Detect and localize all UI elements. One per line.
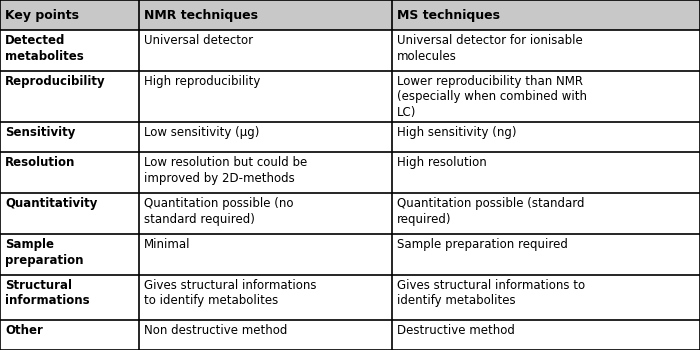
Bar [392, 71, 700, 122]
Bar [392, 122, 700, 153]
Bar [139, 71, 392, 122]
Text: High reproducibility: High reproducibility [144, 75, 260, 88]
Text: Low sensitivity (μg): Low sensitivity (μg) [144, 126, 259, 139]
Bar [139, 320, 392, 350]
Bar [139, 193, 392, 234]
Text: Gives structural informations
to identify metabolites: Gives structural informations to identif… [144, 279, 316, 307]
Text: Low resolution but could be
improved by 2D-methods: Low resolution but could be improved by … [144, 156, 307, 185]
Bar [0, 193, 139, 234]
Bar [0, 122, 139, 153]
Text: Non destructive method: Non destructive method [144, 324, 287, 337]
Bar [0, 71, 139, 122]
Text: Lower reproducibility than NMR
(especially when combined with
LC): Lower reproducibility than NMR (especial… [397, 75, 587, 119]
Bar [139, 0, 392, 30]
Text: MS techniques: MS techniques [397, 8, 500, 22]
Bar [139, 153, 392, 193]
Text: High resolution: High resolution [397, 156, 486, 169]
Bar [392, 275, 700, 320]
Text: Minimal: Minimal [144, 238, 190, 251]
Text: Quantitation possible (no
standard required): Quantitation possible (no standard requi… [144, 197, 293, 226]
Text: Quantitation possible (standard
required): Quantitation possible (standard required… [397, 197, 584, 226]
Bar [0, 30, 139, 71]
Text: Universal detector for ionisable
molecules: Universal detector for ionisable molecul… [397, 34, 582, 63]
Bar [0, 234, 139, 275]
Text: Structural
informations: Structural informations [5, 279, 90, 307]
Bar [392, 193, 700, 234]
Text: Sample
preparation: Sample preparation [5, 238, 83, 267]
Text: Destructive method: Destructive method [397, 324, 514, 337]
Bar [0, 320, 139, 350]
Text: Sensitivity: Sensitivity [5, 126, 76, 139]
Text: NMR techniques: NMR techniques [144, 8, 258, 22]
Text: Other: Other [5, 324, 43, 337]
Text: High sensitivity (ng): High sensitivity (ng) [397, 126, 517, 139]
Bar [0, 0, 139, 30]
Bar [139, 30, 392, 71]
Bar [139, 275, 392, 320]
Text: Sample preparation required: Sample preparation required [397, 238, 568, 251]
Bar [0, 275, 139, 320]
Text: Resolution: Resolution [5, 156, 76, 169]
Text: Quantitativity: Quantitativity [5, 197, 97, 210]
Bar [0, 153, 139, 193]
Text: Universal detector: Universal detector [144, 34, 253, 47]
Bar [392, 0, 700, 30]
Bar [139, 122, 392, 153]
Bar [139, 234, 392, 275]
Text: Reproducibility: Reproducibility [5, 75, 106, 88]
Text: Detected
metabolites: Detected metabolites [5, 34, 84, 63]
Bar [392, 234, 700, 275]
Bar [392, 30, 700, 71]
Text: Gives structural informations to
identify metabolites: Gives structural informations to identif… [397, 279, 585, 307]
Bar [392, 153, 700, 193]
Text: Key points: Key points [5, 8, 79, 22]
Bar [392, 320, 700, 350]
